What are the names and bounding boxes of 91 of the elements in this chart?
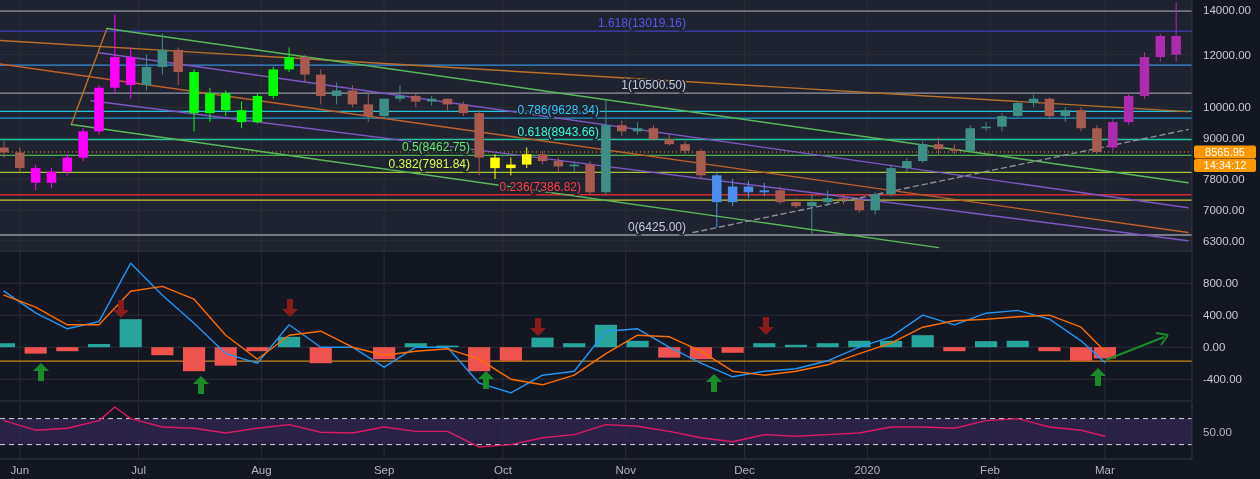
- candlestick: [997, 112, 1007, 132]
- bar: [1038, 347, 1061, 352]
- candlestick: [284, 47, 294, 73]
- bar: [753, 343, 776, 348]
- x-tick-label: Dec: [734, 464, 755, 476]
- y-tick-label: 7800.00: [1203, 173, 1245, 186]
- candlestick: [300, 54, 310, 83]
- candlestick: [236, 101, 247, 129]
- candlestick: [30, 164, 41, 191]
- x-tick-label: Aug: [251, 464, 272, 476]
- x-tick-label: Jul: [131, 464, 146, 476]
- y-tick-label: 10000.00: [1203, 101, 1251, 114]
- ref-line-label: 0.236(7386.82): [499, 179, 581, 194]
- x-tick-label: Nov: [615, 464, 637, 476]
- text: 50.00: [1203, 425, 1232, 438]
- candlestick: [870, 191, 880, 215]
- bar: [721, 347, 744, 353]
- y-tick-label: 9000.00: [1203, 131, 1245, 144]
- ref-line-label: 0.5(8462.75): [401, 140, 470, 155]
- candlestick: [1076, 106, 1086, 132]
- candlestick: [331, 81, 342, 105]
- candlestick: [395, 84, 405, 103]
- x-tick-label: Sep: [373, 464, 395, 476]
- candlestick: [1044, 96, 1055, 120]
- y-tick-label: 0.00: [1203, 341, 1226, 354]
- bar: [119, 319, 142, 348]
- candlestick: [46, 167, 57, 189]
- candlestick: [316, 68, 326, 105]
- candlestick: [727, 178, 738, 207]
- bar: [246, 347, 269, 352]
- candlestick: [680, 140, 690, 155]
- y-tick-label: 800.00: [1203, 277, 1239, 290]
- line-series: [3, 262, 1106, 394]
- ref-line-label: 8565.95: [1205, 145, 1245, 158]
- x-tick-label: Feb: [980, 464, 1000, 476]
- candlestick: [490, 153, 500, 180]
- candlestick: [173, 47, 183, 86]
- bar: [151, 347, 174, 356]
- bar: [1070, 347, 1093, 361]
- candlestick: [1155, 33, 1166, 63]
- candlestick: [141, 54, 152, 91]
- candlestick: [521, 146, 532, 169]
- ref-line-label: 0.382(7981.84): [388, 157, 470, 172]
- bar: [499, 347, 522, 361]
- candlestick: [965, 124, 975, 154]
- y-tick-label: 12000.00: [1203, 48, 1251, 61]
- line-series: [3, 285, 1106, 386]
- candlestick: [1092, 124, 1102, 155]
- candlestick: [1171, 1, 1181, 63]
- bar: [182, 347, 206, 372]
- ref-line-label: 0.618(8943.66): [517, 124, 599, 139]
- candlestick: [347, 84, 358, 108]
- candlestick: [220, 89, 231, 117]
- bar: [943, 347, 966, 352]
- bar: [214, 347, 237, 366]
- candlestick: [15, 146, 25, 173]
- x-tick-label: Mar: [1094, 464, 1115, 476]
- candlestick: [902, 157, 912, 173]
- x-tick-label: 2020: [854, 464, 881, 476]
- bar: [626, 340, 649, 348]
- x-tick-label: Oct: [493, 464, 513, 476]
- ref-line-label: 0(6425.00): [627, 220, 686, 235]
- candlestick: [205, 87, 215, 123]
- bar: [24, 347, 47, 354]
- candlestick: [933, 137, 944, 157]
- candlestick: [62, 153, 73, 176]
- ref-line-label: 1.618(13019.16): [597, 16, 686, 31]
- bar: [56, 347, 79, 352]
- bar: [658, 347, 681, 358]
- candlestick: [917, 140, 928, 164]
- bar: [816, 343, 839, 348]
- y-tick-label: 7000.00: [1203, 204, 1245, 217]
- candlestick: [157, 33, 168, 76]
- y-tick-label: -400.00: [1203, 373, 1243, 386]
- candlestick: [807, 193, 817, 235]
- bar: [87, 344, 111, 348]
- bar: [1006, 340, 1029, 348]
- ref-line-label: 1(10500.50): [621, 78, 686, 93]
- y-tick-label: 400.00: [1203, 309, 1239, 322]
- candlestick: [363, 92, 374, 123]
- x-tick-label: Jun: [10, 464, 30, 476]
- bar: [911, 335, 934, 348]
- bar: [974, 341, 998, 348]
- bar: [404, 343, 427, 348]
- bar: [563, 343, 586, 348]
- candlestick: [0, 140, 9, 159]
- bar: [309, 347, 332, 364]
- y-tick-label: 14000.00: [1203, 4, 1251, 17]
- candlestick: [791, 197, 801, 209]
- text: 14:34:12: [1203, 159, 1247, 172]
- y-tick-label: 6300.00: [1203, 234, 1245, 247]
